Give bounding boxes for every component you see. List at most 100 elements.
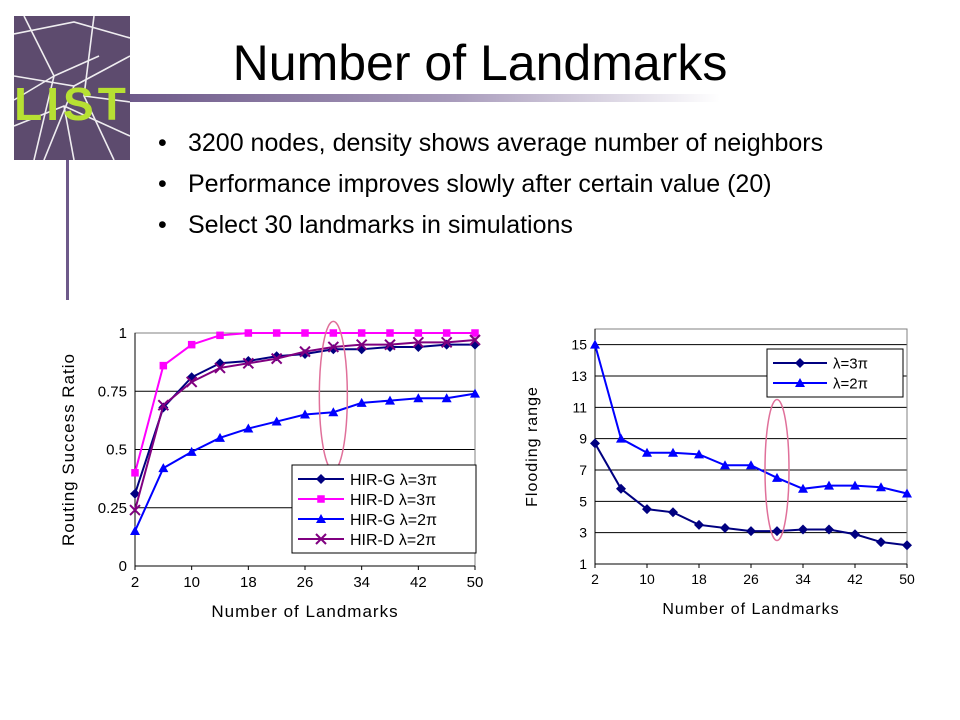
data-point bbox=[356, 344, 367, 355]
data-point bbox=[216, 331, 224, 340]
legend-entry: HIR-D λ=2π bbox=[350, 532, 436, 549]
x-tick-label: 34 bbox=[795, 571, 811, 587]
legend-marker bbox=[316, 514, 326, 523]
data-point bbox=[470, 388, 480, 398]
data-point bbox=[720, 522, 730, 533]
data-point bbox=[668, 447, 678, 457]
data-point bbox=[270, 352, 283, 365]
y-tick-label: 11 bbox=[572, 399, 587, 415]
data-point bbox=[384, 338, 396, 351]
data-point bbox=[746, 460, 756, 470]
x-tick-label: 26 bbox=[297, 574, 314, 591]
data-point bbox=[187, 340, 196, 349]
data-point bbox=[469, 334, 481, 346]
title-accent-bar bbox=[130, 94, 720, 102]
routing-success-chart: 0 0.25 0.5 0.75 1 2 10 18 26 34 42 50 Number of Land… bbox=[59, 320, 484, 621]
data-point bbox=[902, 540, 912, 551]
data-point bbox=[850, 480, 860, 490]
x-axis-label: Number of Landmarks bbox=[211, 602, 398, 621]
data-point bbox=[158, 463, 169, 473]
data-point bbox=[850, 529, 860, 540]
logo-text: LIST bbox=[14, 78, 130, 130]
data-point bbox=[215, 432, 225, 442]
x-tick-label: 26 bbox=[743, 571, 759, 587]
x-tick-label: 34 bbox=[353, 574, 370, 591]
x-tick-label: 2 bbox=[131, 574, 139, 591]
legend-marker bbox=[315, 533, 327, 545]
data-point bbox=[356, 397, 367, 407]
data-point bbox=[159, 361, 168, 370]
data-point bbox=[300, 409, 310, 419]
data-point bbox=[130, 488, 140, 499]
data-point bbox=[746, 526, 756, 537]
data-point bbox=[694, 519, 704, 530]
x-tick-label: 42 bbox=[847, 571, 863, 587]
data-point bbox=[590, 339, 600, 349]
y-tick-label: 0.75 bbox=[98, 383, 127, 400]
data-point bbox=[412, 336, 425, 349]
data-point bbox=[824, 524, 834, 535]
bullet-item: Select 30 landmarks in simulations bbox=[158, 210, 948, 241]
y-tick-label: 0 bbox=[119, 558, 127, 575]
data-point bbox=[329, 329, 338, 337]
x-tick-label: 2 bbox=[591, 571, 599, 587]
legend-entry: HIR-G λ=2π bbox=[350, 512, 437, 529]
x-tick-label: 18 bbox=[240, 574, 257, 591]
data-point bbox=[386, 329, 394, 337]
data-point bbox=[130, 526, 140, 536]
y-axis-label: Routing Success Ratio bbox=[59, 353, 78, 546]
data-point bbox=[441, 393, 452, 403]
data-point bbox=[876, 482, 886, 492]
highlight-ellipse bbox=[318, 320, 349, 472]
data-point bbox=[244, 329, 253, 337]
title-accent-vertical bbox=[66, 160, 69, 300]
bullet-item: Performance improves slowly after certai… bbox=[158, 169, 948, 200]
y-axis-label: Flooding range bbox=[524, 386, 541, 507]
data-point bbox=[243, 423, 254, 433]
x-tick-label: 10 bbox=[639, 571, 655, 587]
legend-entry: λ=2π bbox=[833, 375, 868, 392]
data-point bbox=[328, 407, 339, 417]
data-point bbox=[355, 338, 368, 351]
data-point bbox=[440, 336, 453, 349]
x-tick-label: 50 bbox=[899, 571, 915, 587]
data-point bbox=[131, 469, 139, 477]
data-point bbox=[327, 341, 340, 353]
data-point bbox=[328, 344, 339, 355]
data-point bbox=[470, 339, 480, 350]
legend-entry: HIR-G λ=3π bbox=[350, 472, 437, 489]
legend-entry: HIR-D λ=3π bbox=[350, 492, 436, 509]
legend-marker bbox=[316, 474, 326, 484]
bullet-list: 3200 nodes, density shows average number… bbox=[158, 128, 948, 251]
legend-marker bbox=[317, 495, 325, 503]
legend-marker bbox=[795, 378, 805, 387]
y-tick-label: 1 bbox=[579, 556, 587, 572]
data-point bbox=[441, 339, 452, 350]
y-tick-label: 0.25 bbox=[98, 500, 127, 517]
y-tick-label: 15 bbox=[571, 337, 587, 353]
bullet-item: 3200 nodes, density shows average number… bbox=[158, 128, 948, 159]
data-point bbox=[413, 393, 424, 403]
data-point bbox=[642, 504, 652, 515]
x-tick-label: 18 bbox=[691, 571, 707, 587]
data-point bbox=[272, 329, 281, 337]
data-point bbox=[616, 483, 626, 494]
data-point bbox=[299, 345, 311, 358]
y-tick-label: 7 bbox=[579, 462, 587, 478]
data-point bbox=[772, 526, 782, 537]
data-point bbox=[694, 449, 704, 459]
data-point bbox=[385, 395, 395, 405]
x-tick-label: 50 bbox=[467, 574, 484, 591]
data-point bbox=[720, 460, 730, 470]
data-point bbox=[357, 329, 366, 337]
y-tick-label: 5 bbox=[579, 493, 587, 509]
y-tick-label: 0.5 bbox=[106, 442, 127, 459]
data-point bbox=[242, 357, 255, 369]
y-tick-label: 9 bbox=[579, 431, 587, 447]
legend-entry: λ=3π bbox=[833, 355, 868, 372]
data-point bbox=[590, 438, 600, 449]
y-tick-label: 13 bbox=[571, 368, 587, 384]
y-tick-label: 1 bbox=[119, 325, 127, 342]
legend-marker bbox=[795, 358, 805, 368]
